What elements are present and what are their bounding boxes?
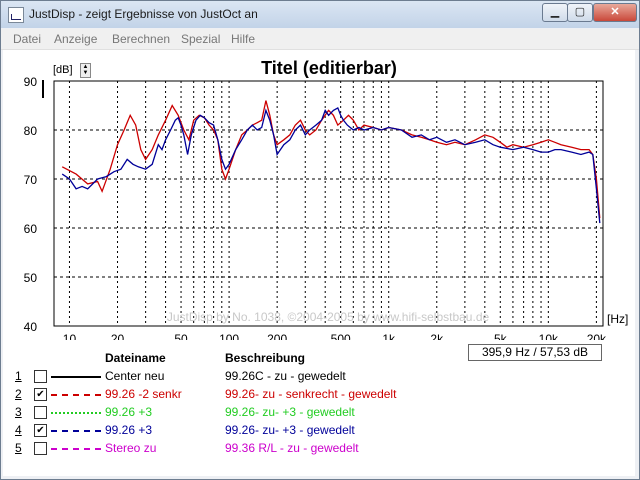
x-tick-label: 1k	[382, 332, 396, 340]
legend-file-name: 99.26 -2 senkr	[105, 387, 182, 401]
close-button[interactable]: ✕	[593, 3, 637, 22]
window-title: JustDisp - zeigt Ergebnisse von JustOct …	[29, 7, 258, 21]
x-tick-labels: 10 20 50 100 200 500 1k 2k 5k 10k 20k	[63, 332, 607, 340]
legend-file-name: 99.26 +3	[105, 405, 153, 419]
y-tick-label: 40	[24, 320, 38, 334]
grid	[54, 81, 603, 326]
legend-file-name: 99.26 +3	[105, 423, 153, 437]
y-unit-spinner[interactable]: ▲ ▼	[80, 63, 91, 78]
legend-checkbox[interactable]	[34, 442, 47, 455]
minimize-button[interactable]: ▁	[542, 3, 568, 22]
legend-checkbox[interactable]: ✔	[34, 424, 47, 437]
x-tick-label: 5k	[494, 332, 508, 340]
plot-frame	[53, 80, 604, 327]
y-tick-label: 80	[24, 124, 38, 138]
legend-file-name: Stereo zu	[105, 441, 157, 455]
legend-checkbox[interactable]: ✔	[34, 388, 47, 401]
chart-title[interactable]: Titel (editierbar)	[261, 58, 397, 78]
x-tick-label: 500	[331, 332, 351, 340]
chart-app-icon	[8, 7, 24, 23]
x-tick-label: 200	[267, 332, 287, 340]
legend-row: 5 Stereo zu 99.36 R/L - zu - gewedelt	[3, 441, 603, 457]
x-tick-label: 10	[63, 332, 77, 340]
menu-bar: Datei Anzeige Berechnen Spezial Hilfe	[1, 29, 639, 50]
y-tick-label: 50	[24, 271, 38, 285]
y-tick-label: 70	[24, 173, 38, 187]
x-tick-label: 10k	[539, 332, 559, 340]
y-tick-label: 90	[24, 75, 38, 89]
legend-checkbox[interactable]	[34, 406, 47, 419]
x-unit-label: [Hz]	[607, 312, 628, 326]
chart-area: [dB] ▲ ▼ Titel (editierbar) 90 80 70 60 50 40 …	[3, 50, 635, 476]
y-tick-labels: 90 80 70 60 50 40	[24, 75, 38, 334]
legend-row-number[interactable]: 2	[15, 387, 22, 401]
series-group	[61, 100, 601, 224]
legend-line-sample	[51, 394, 101, 396]
menu-berechnen[interactable]: Berechnen	[112, 32, 171, 46]
legend-description: 99.26- zu - senkrecht - gewedelt	[225, 387, 397, 401]
legend-description: 99.26- zu- +3 - gewedelt	[225, 423, 355, 437]
legend-row-number[interactable]: 3	[15, 405, 22, 419]
cursor-readout: 395,9 Hz / 57,53 dB	[468, 344, 602, 361]
legend-file-name: Center neu	[105, 369, 165, 383]
menu-hilfe[interactable]: Hilfe	[231, 32, 256, 46]
legend-line-sample	[51, 412, 101, 414]
legend-row: 2 ✔ 99.26 -2 senkr 99.26- zu - senkrecht - …	[3, 387, 603, 403]
x-tick-label: 2k	[430, 332, 444, 340]
legend-row: 1 Center neu 99.26C - zu - gewedelt	[3, 369, 603, 385]
legend-description: 99.36 R/L - zu - gewedelt	[225, 441, 359, 455]
legend-row-number[interactable]: 5	[15, 441, 22, 455]
legend-description: 99.26- zu- +3 - gewedelt	[225, 405, 355, 419]
legend-line-sample	[51, 448, 101, 450]
watermark: JustDisp by No. 1038, ©2004-2005 by www.…	[167, 310, 490, 324]
x-tick-label: 20	[111, 332, 125, 340]
x-tick-label: 100	[219, 332, 239, 340]
legend-row-number[interactable]: 4	[15, 423, 22, 437]
legend-row: 4 ✔ 99.26 +3 99.26- zu- +3 - gewedelt	[3, 423, 603, 439]
y-unit-label: [dB]	[53, 64, 73, 76]
legend-checkbox[interactable]	[34, 370, 47, 383]
legend-header-name: Dateiname	[105, 351, 166, 365]
x-tick-label: 50	[174, 332, 188, 340]
maximize-button[interactable]: ▢	[567, 3, 593, 22]
menu-datei[interactable]: Datei	[13, 32, 42, 46]
series-line	[61, 106, 601, 224]
legend-line-sample	[51, 430, 101, 432]
legend-row-number[interactable]: 1	[15, 369, 22, 383]
title-bar[interactable]: JustDisp - zeigt Ergebnisse von JustOct …	[1, 1, 639, 28]
legend-line-sample	[51, 376, 101, 378]
legend-description: 99.26C - zu - gewedelt	[225, 369, 346, 383]
menu-anzeige[interactable]: Anzeige	[54, 32, 98, 46]
x-tick-label: 20k	[587, 332, 607, 340]
series-line	[61, 100, 601, 219]
menu-spezial[interactable]: Spezial	[181, 32, 221, 46]
legend-row: 3 99.26 +3 99.26- zu- +3 - gewedelt	[3, 405, 603, 421]
legend-header-desc: Beschreibung	[225, 351, 306, 365]
y-tick-label: 60	[24, 222, 38, 236]
